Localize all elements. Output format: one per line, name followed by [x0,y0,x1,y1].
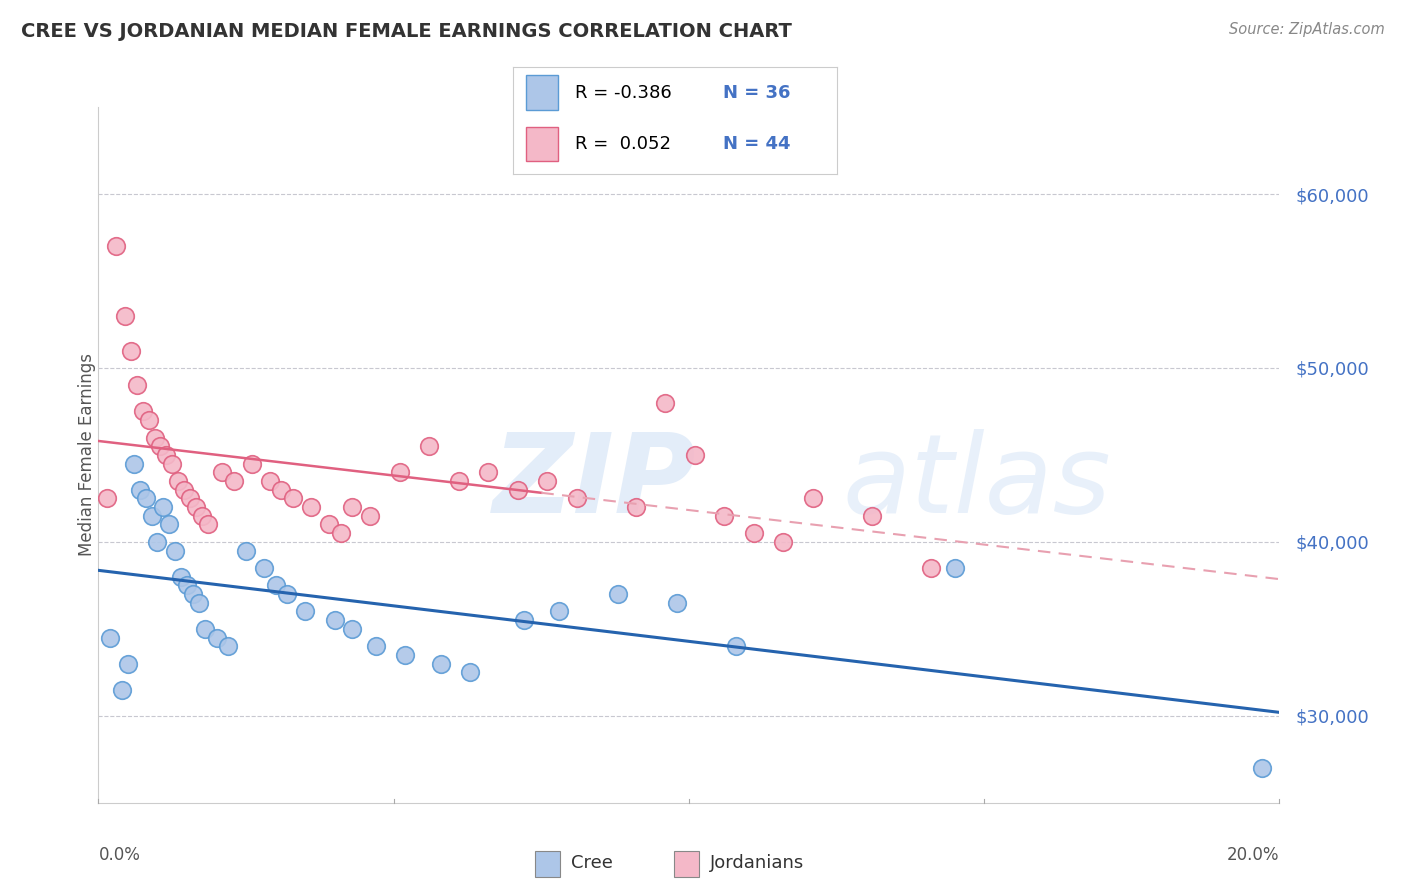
Point [742,526,765,541]
Text: ZIP: ZIP [492,429,696,536]
Bar [526,127,558,161]
Point [141,508,163,523]
Point [128,483,150,497]
Point [342,500,364,514]
Point [194,622,217,636]
Point [152,500,174,514]
Point [364,640,387,654]
Text: CREE VS JORDANIAN MEDIAN FEMALE EARNINGS CORRELATION CHART: CREE VS JORDANIAN MEDIAN FEMALE EARNINGS… [21,22,792,41]
Point [162,457,183,471]
Text: atlas: atlas [842,429,1111,536]
Point [294,605,316,619]
Point [205,631,228,645]
Text: Jordanians: Jordanians [710,854,804,872]
Point [654,396,676,410]
Point [725,640,748,654]
Point [270,483,292,497]
Point [120,343,142,358]
Point [165,543,187,558]
Point [111,682,134,697]
Point [224,474,246,488]
Point [683,448,706,462]
Point [447,474,470,488]
Point [117,657,139,671]
Point [176,578,198,592]
Point [359,508,381,523]
Point [135,491,157,506]
Point [477,466,499,480]
Text: Cree: Cree [571,854,613,872]
Point [179,491,201,506]
Text: N = 44: N = 44 [723,135,792,153]
Point [276,587,298,601]
Point [143,431,166,445]
Point [264,578,287,592]
Point [235,543,257,558]
Point [666,596,689,610]
Point [801,491,824,506]
Point [512,613,534,627]
Text: Source: ZipAtlas.com: Source: ZipAtlas.com [1229,22,1385,37]
Point [122,457,145,471]
Point [138,413,160,427]
Point [96,491,118,506]
Point [253,561,276,575]
Point [155,448,177,462]
Point [125,378,148,392]
Bar [673,851,699,877]
Point [342,622,364,636]
Point [146,535,169,549]
Point [460,665,482,680]
Point [418,439,440,453]
Point [181,587,204,601]
Text: 0.0%: 0.0% [98,847,141,864]
Point [943,561,966,575]
Point [211,466,233,480]
Point [98,631,121,645]
Point [170,570,193,584]
Bar [526,76,558,110]
Point [329,526,352,541]
Bar [534,851,561,877]
Point [860,508,883,523]
Text: R =  0.052: R = 0.052 [575,135,671,153]
Point [149,439,172,453]
Point [173,483,195,497]
Point [191,508,214,523]
Point [920,561,942,575]
Text: R = -0.386: R = -0.386 [575,84,672,102]
Point [772,535,794,549]
Point [197,517,219,532]
Point [283,491,305,506]
Point [132,404,155,418]
Point [187,596,209,610]
Point [240,457,263,471]
Point [217,640,239,654]
Point [1250,761,1272,775]
Point [318,517,340,532]
Point [430,657,453,671]
Point [299,500,322,514]
Point [388,466,411,480]
Text: N = 36: N = 36 [723,84,792,102]
Point [565,491,588,506]
Point [713,508,735,523]
Point [323,613,346,627]
Point [607,587,630,601]
Y-axis label: Median Female Earnings: Median Female Earnings [79,353,96,557]
Text: 20.0%: 20.0% [1227,847,1279,864]
Point [506,483,529,497]
Point [548,605,571,619]
Point [167,474,190,488]
Point [157,517,180,532]
Point [105,239,128,253]
Point [624,500,647,514]
Point [394,648,416,662]
Point [184,500,207,514]
Point [536,474,558,488]
Point [259,474,281,488]
Point [114,309,136,323]
